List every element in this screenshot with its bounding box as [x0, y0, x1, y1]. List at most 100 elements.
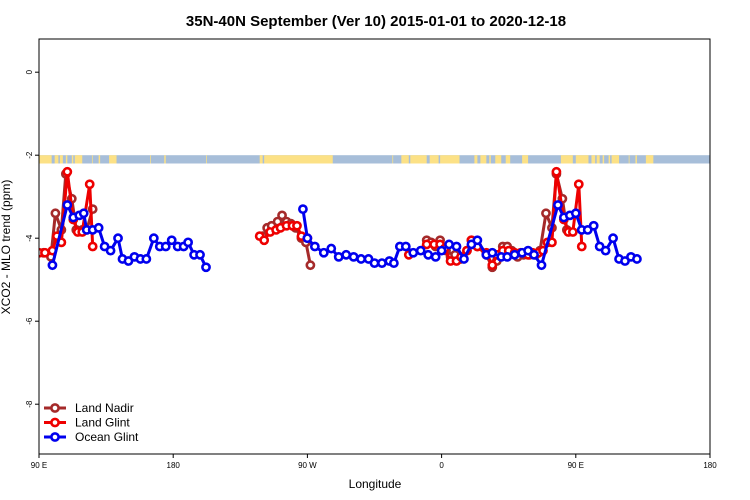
- x-tick-label-4: 90 E: [568, 461, 584, 470]
- map-strip-land-13: [264, 155, 333, 164]
- series-2-point-1-35: [553, 200, 563, 210]
- map-strip-land-27: [591, 155, 596, 164]
- legend-marker-0: [50, 403, 60, 413]
- map-strip: [39, 155, 710, 164]
- series-0-point-1-4: [277, 210, 287, 221]
- series-2-point-1-5: [333, 251, 344, 262]
- series-2-point-1-43: [600, 245, 611, 256]
- map-strip-land-26: [575, 155, 589, 164]
- map-strip-land-0: [39, 155, 52, 164]
- series-2-point-1-4: [326, 243, 337, 254]
- map-strip-ocean: [39, 155, 710, 164]
- map-strip-land-34: [645, 155, 654, 164]
- map-strip-land-29: [602, 155, 605, 164]
- legend-marker-1: [50, 417, 60, 428]
- series-2-point-1-38: [570, 208, 581, 219]
- series-2-point-0-19: [166, 235, 177, 246]
- series-0-point-1-10: [305, 260, 316, 271]
- series-2-point-1-3: [318, 247, 329, 258]
- series-1-point-0-9: [84, 179, 95, 190]
- series-1-point-2-29: [576, 241, 587, 252]
- map-strip-land-15: [401, 155, 409, 164]
- map-strip-land-24: [522, 155, 529, 164]
- series-2-point-1-44: [608, 233, 618, 244]
- y-axis-label: XCO2 - MLO trend (ppm): [0, 180, 13, 315]
- map-strip-land-8: [109, 155, 117, 164]
- map-strip-land-11: [206, 155, 207, 164]
- map-strip-land-2: [59, 155, 63, 164]
- plot-frame: [38, 38, 711, 455]
- series-2-point-0-15: [141, 254, 152, 264]
- map-strip-land-30: [608, 155, 611, 164]
- series-2-point-1-0: [298, 204, 308, 215]
- series-2-point-1-48: [632, 254, 642, 264]
- series-2-point-1-21: [444, 239, 454, 250]
- map-strip-land-16: [410, 155, 427, 164]
- series-1-point-1-7: [292, 220, 302, 231]
- map-strip-land-14: [392, 155, 394, 164]
- series-2-point-1-1: [302, 233, 313, 244]
- series-2-point-0-7: [93, 222, 104, 233]
- series-1-point-2-27: [567, 227, 578, 237]
- series-2-point-0-18: [160, 241, 171, 252]
- map-strip-land-19: [474, 155, 478, 164]
- series-2-point-0-0: [47, 260, 58, 271]
- map-strip-land-17: [429, 155, 439, 164]
- series-2-point-1-27: [487, 247, 498, 258]
- y-tick-label-1: -2: [25, 151, 34, 159]
- series-0-point-2-22: [541, 208, 551, 219]
- y-tick-label-2: -4: [25, 234, 34, 242]
- series-0-point-0-2: [50, 208, 61, 219]
- x-tick-label-2: 90 W: [298, 461, 317, 470]
- series-2-point-0-10: [113, 233, 123, 244]
- series-2-point-0-22: [183, 237, 194, 248]
- map-strip-land-28: [596, 155, 600, 164]
- y-tick-label-0: 0: [25, 69, 34, 74]
- series-2-point-0-25: [201, 262, 211, 273]
- map-strip-land-9: [150, 155, 151, 164]
- y-axis: 0 -2 -4 -6 -8: [25, 69, 39, 408]
- map-strip-land-32: [628, 155, 630, 164]
- series-2-point-1-15: [400, 241, 411, 252]
- series-2-point-0-16: [148, 233, 159, 244]
- series-2-point-1-16: [408, 247, 419, 258]
- map-strip-land-23: [505, 155, 511, 164]
- map-strip-land-22: [495, 155, 502, 164]
- x-tick-label-1: 180: [167, 461, 181, 470]
- legend-label-1: Land Glint: [75, 416, 130, 430]
- map-strip-land-12: [259, 155, 263, 164]
- series-1-point-1-1: [259, 235, 270, 246]
- map-strip-land-18: [440, 155, 460, 164]
- map-strip-land-6: [91, 155, 93, 164]
- series-2-point-1-25: [472, 235, 483, 246]
- series-1-point-0-5: [62, 166, 73, 177]
- series-1-point-2-28: [573, 179, 584, 190]
- map-strip-land-25: [560, 155, 573, 164]
- series-2-point-1-11: [377, 258, 387, 268]
- series-2-point-1-29: [502, 251, 513, 262]
- x-axis-label: Longitude: [349, 477, 402, 491]
- series-1-point-0-1: [40, 247, 50, 258]
- map-strip-land-4: [71, 155, 74, 164]
- series-2-point-1-2: [309, 241, 320, 252]
- series-2-point-1-19: [430, 251, 441, 262]
- series-2-point-1-10: [369, 258, 380, 268]
- series-2-point-1-18: [423, 249, 434, 260]
- x-tick-label-5: 180: [703, 461, 717, 470]
- map-strip-land-21: [489, 155, 491, 164]
- series-2-point-1-6: [341, 249, 352, 260]
- series-2-point-1-20: [436, 245, 447, 256]
- map-strip-land-10: [164, 155, 166, 164]
- series-2-point-1-30: [509, 249, 520, 260]
- series-2-point-0-1: [62, 200, 73, 210]
- series-2-point-1-22: [451, 241, 462, 252]
- series-2-point-1-23: [459, 254, 469, 264]
- series-layer: [39, 166, 642, 273]
- x-tick-label-3: 0: [439, 461, 444, 470]
- map-strip-land-31: [611, 155, 620, 164]
- y-tick-label-3: -6: [25, 317, 34, 325]
- series-2-point-0-9: [105, 245, 116, 256]
- x-tick-label-0: 90 E: [31, 461, 47, 470]
